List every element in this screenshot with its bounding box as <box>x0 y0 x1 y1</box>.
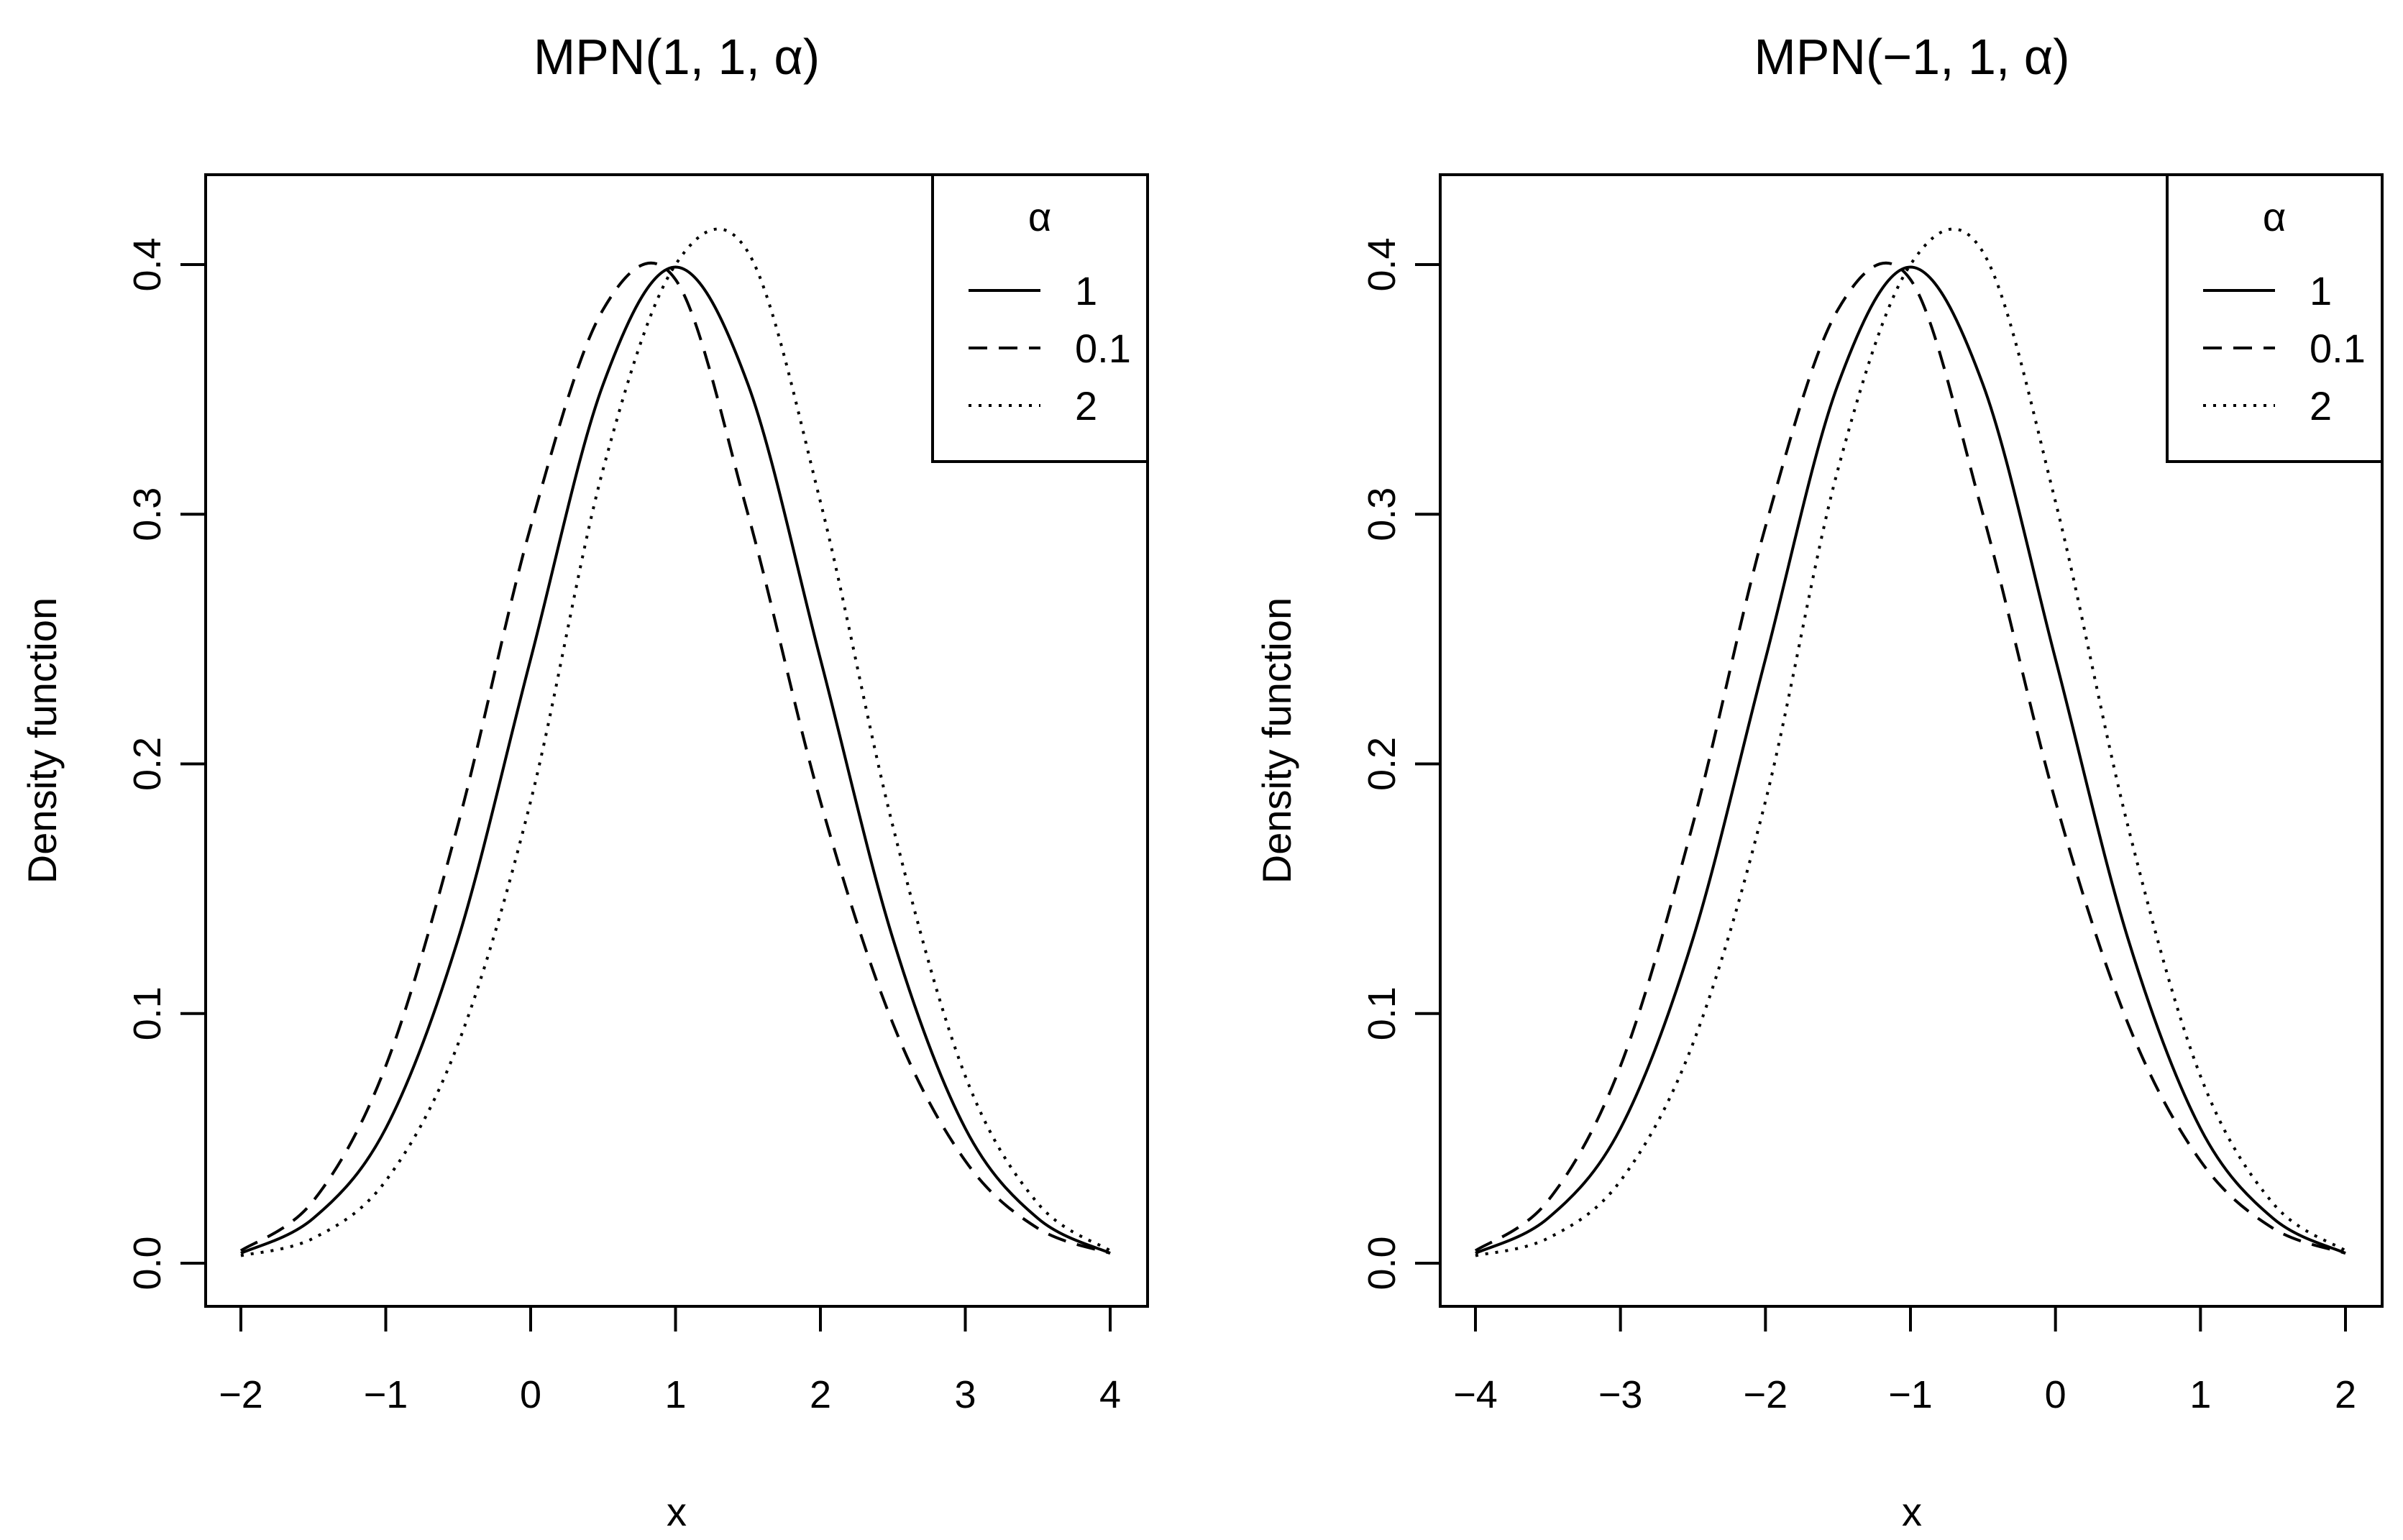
x-axis-label: x <box>667 1489 687 1534</box>
series-line-1 <box>240 265 1111 1255</box>
legend-label: 2 <box>2310 383 2332 428</box>
legend-items: 10.12 <box>969 268 1131 428</box>
y-axis-label: Density function <box>19 597 65 884</box>
panel-2: MPN(−1, 1, α) −4 −3 −2 −1 0 1 2 0.00.10.20.30.… <box>1254 29 2384 1534</box>
legend-items: 10.12 <box>2203 268 2366 428</box>
chart-title: MPN(−1, 1, α) <box>1754 29 2069 85</box>
legend: α 10.12 <box>2166 173 2384 463</box>
legend-title: α <box>2263 194 2286 239</box>
chart-title: MPN(1, 1, α) <box>534 29 820 85</box>
x-tick-label: −1 <box>364 1373 408 1416</box>
y-tick-label: 0.4 <box>126 237 169 291</box>
x-tick-label: 1 <box>2189 1373 2211 1416</box>
x-tick-label: 2 <box>2335 1373 2356 1416</box>
legend-title: α <box>1028 194 1051 239</box>
legend-label: 2 <box>1075 383 1097 428</box>
y-tick-label: 0.3 <box>126 487 169 541</box>
legend-label: 1 <box>2310 268 2332 313</box>
x-axis-label: x <box>1902 1489 1922 1534</box>
legend-label: 0.1 <box>1075 326 1131 371</box>
series-line-0.1 <box>239 261 1111 1255</box>
y-tick-label: 0.2 <box>1360 737 1404 791</box>
y-tick-label: 0.0 <box>126 1236 169 1290</box>
x-axis: −2 −1 0 1 2 3 4 <box>219 1305 1121 1416</box>
x-tick-label: 1 <box>664 1373 686 1416</box>
x-tick-label: 0 <box>520 1373 541 1416</box>
legend-box <box>931 173 1149 463</box>
x-tick-label: 3 <box>954 1373 976 1416</box>
x-tick-label: −2 <box>1744 1373 1788 1416</box>
y-axis: 0.0 0.1 0.2 0.3 0.4 <box>126 237 207 1291</box>
y-axis-label: Density function <box>1254 597 1299 884</box>
y-axis: 0.0 0.1 0.2 0.3 0.4 <box>1360 237 1442 1291</box>
legend: α 10.12 <box>931 173 1149 463</box>
legend-label: 1 <box>1075 268 1097 313</box>
series-line-0.1 <box>1474 261 2346 1255</box>
plot-series <box>239 227 1112 1257</box>
y-tick-label: 0.1 <box>1360 986 1404 1040</box>
x-axis: −4 −3 −2 −1 0 1 2 <box>1453 1305 2356 1416</box>
legend-label: 0.1 <box>2310 326 2366 371</box>
y-tick-label: 0.4 <box>1360 237 1404 291</box>
x-tick-label: −1 <box>1888 1373 1933 1416</box>
series-line-1 <box>1475 265 2346 1255</box>
panel-1: MPN(1, 1, α) −2 −1 0 1 2 3 4 0.0 0.1 0.2 0.3 0.4 x… <box>19 29 1149 1534</box>
x-tick-label: −4 <box>1453 1373 1498 1416</box>
x-tick-label: −2 <box>219 1373 263 1416</box>
y-tick-label: 0.1 <box>126 986 169 1040</box>
x-tick-label: 2 <box>810 1373 831 1416</box>
y-tick-label: 0.0 <box>1360 1236 1404 1290</box>
series-line-2 <box>240 227 1112 1257</box>
plot-series <box>1474 227 2347 1257</box>
y-tick-label: 0.3 <box>1360 487 1404 541</box>
x-tick-label: 4 <box>1099 1373 1121 1416</box>
series-line-2 <box>1475 227 2347 1257</box>
x-tick-label: 0 <box>2045 1373 2066 1416</box>
legend-box <box>2166 173 2384 463</box>
y-tick-label: 0.2 <box>126 737 169 791</box>
x-tick-label: −3 <box>1598 1373 1643 1416</box>
